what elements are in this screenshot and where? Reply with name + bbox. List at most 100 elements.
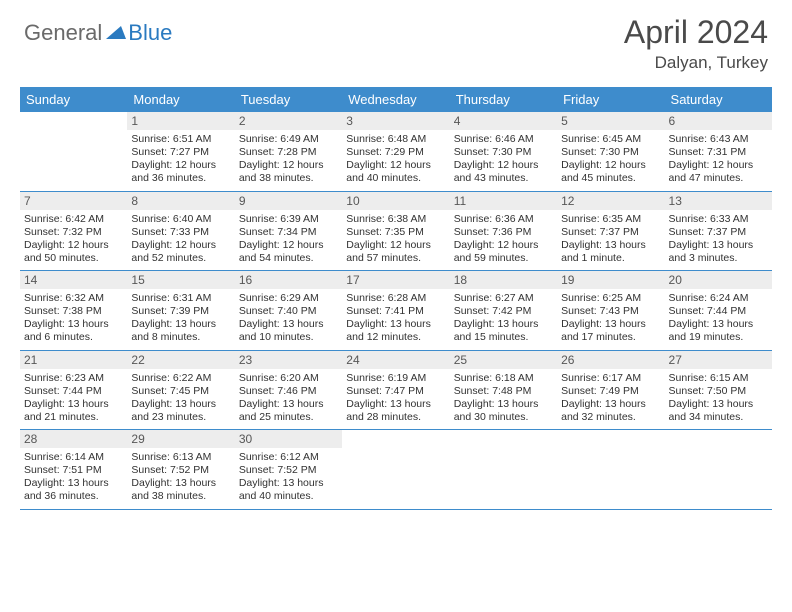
sunrise-text: Sunrise: 6:22 AM (131, 372, 230, 385)
sunrise-text: Sunrise: 6:38 AM (346, 213, 445, 226)
day-info: Sunrise: 6:38 AMSunset: 7:35 PMDaylight:… (346, 213, 445, 266)
day-number (450, 430, 557, 434)
sunrise-text: Sunrise: 6:28 AM (346, 292, 445, 305)
logo: General Blue (24, 14, 172, 46)
day-number: 21 (20, 351, 127, 369)
calendar-cell: 5 Sunrise: 6:45 AMSunset: 7:30 PMDaylight… (557, 112, 664, 191)
daylight-text: Daylight: 12 hours and 59 minutes. (454, 239, 553, 265)
sunrise-text: Sunrise: 6:20 AM (239, 372, 338, 385)
calendar-cell: 7Sunrise: 6:42 AMSunset: 7:32 PMDaylight… (20, 192, 127, 271)
day-info: Sunrise: 6:28 AMSunset: 7:41 PMDaylight:… (346, 292, 445, 345)
title-block: April 2024 Dalyan, Turkey (624, 14, 768, 73)
calendar-cell: 27Sunrise: 6:15 AMSunset: 7:50 PMDayligh… (665, 351, 772, 430)
day-number (20, 112, 127, 116)
weeks-container: 1Sunrise: 6:51 AMSunset: 7:27 PMDaylight… (20, 112, 772, 510)
day-number (557, 430, 664, 434)
calendar-cell: 26 Sunrise: 6:17 AMSunset: 7:49 PMDayligh… (557, 351, 664, 430)
day-number: 3 (342, 112, 449, 130)
day-number: 18 (450, 271, 557, 289)
sunset-text: Sunset: 7:28 PM (239, 146, 338, 159)
sunrise-text: Sunrise: 6:24 AM (669, 292, 768, 305)
sunset-text: Sunset: 7:30 PM (561, 146, 660, 159)
day-number: 1 (127, 112, 234, 130)
sunset-text: Sunset: 7:49 PM (561, 385, 660, 398)
sunset-text: Sunset: 7:37 PM (561, 226, 660, 239)
location-label: Dalyan, Turkey (624, 53, 768, 73)
sunrise-text: Sunrise: 6:23 AM (24, 372, 123, 385)
calendar-cell: 3 Sunrise: 6:48 AMSunset: 7:29 PMDaylight… (342, 112, 449, 191)
logo-part2: Blue (128, 20, 172, 46)
calendar-cell: 30Sunrise: 6:12 AMSunset: 7:52 PMDayligh… (235, 430, 342, 509)
day-info: Sunrise: 6:45 AMSunset: 7:30 PMDaylight:… (561, 133, 660, 186)
calendar-cell: 9Sunrise: 6:39 AMSunset: 7:34 PMDaylight… (235, 192, 342, 271)
calendar-week: 1Sunrise: 6:51 AMSunset: 7:27 PMDaylight… (20, 112, 772, 192)
day-number: 29 (127, 430, 234, 448)
daylight-text: Daylight: 12 hours and 50 minutes. (24, 239, 123, 265)
daylight-text: Daylight: 13 hours and 1 minute. (561, 239, 660, 265)
sunset-text: Sunset: 7:29 PM (346, 146, 445, 159)
sunset-text: Sunset: 7:37 PM (669, 226, 768, 239)
day-info: Sunrise: 6:12 AMSunset: 7:52 PMDaylight:… (239, 451, 338, 504)
month-title: April 2024 (624, 14, 768, 51)
calendar-cell: 28Sunrise: 6:14 AMSunset: 7:51 PMDayligh… (20, 430, 127, 509)
calendar-cell: 25Sunrise: 6:18 AMSunset: 7:48 PMDayligh… (450, 351, 557, 430)
daylight-text: Daylight: 13 hours and 30 minutes. (454, 398, 553, 424)
day-number: 28 (20, 430, 127, 448)
sunset-text: Sunset: 7:45 PM (131, 385, 230, 398)
sunset-text: Sunset: 7:40 PM (239, 305, 338, 318)
sunset-text: Sunset: 7:41 PM (346, 305, 445, 318)
sunset-text: Sunset: 7:44 PM (669, 305, 768, 318)
day-info: Sunrise: 6:13 AMSunset: 7:52 PMDaylight:… (131, 451, 230, 504)
daylight-text: Daylight: 13 hours and 3 minutes. (669, 239, 768, 265)
day-number: 9 (235, 192, 342, 210)
sunrise-text: Sunrise: 6:48 AM (346, 133, 445, 146)
day-info: Sunrise: 6:19 AMSunset: 7:47 PMDaylight:… (346, 372, 445, 425)
day-number: 17 (342, 271, 449, 289)
day-info: Sunrise: 6:40 AMSunset: 7:33 PMDaylight:… (131, 213, 230, 266)
calendar: Sunday Monday Tuesday Wednesday Thursday… (20, 87, 772, 510)
calendar-cell (557, 430, 664, 509)
day-header-cell: Thursday (450, 87, 557, 112)
sunset-text: Sunset: 7:47 PM (346, 385, 445, 398)
sunset-text: Sunset: 7:34 PM (239, 226, 338, 239)
sunrise-text: Sunrise: 6:32 AM (24, 292, 123, 305)
day-info: Sunrise: 6:48 AMSunset: 7:29 PMDaylight:… (346, 133, 445, 186)
calendar-cell: 15Sunrise: 6:31 AMSunset: 7:39 PMDayligh… (127, 271, 234, 350)
calendar-cell: 1Sunrise: 6:51 AMSunset: 7:27 PMDaylight… (127, 112, 234, 191)
day-number: 5 (557, 112, 664, 130)
sunset-text: Sunset: 7:42 PM (454, 305, 553, 318)
sunrise-text: Sunrise: 6:49 AM (239, 133, 338, 146)
daylight-text: Daylight: 13 hours and 6 minutes. (24, 318, 123, 344)
day-info: Sunrise: 6:24 AMSunset: 7:44 PMDaylight:… (669, 292, 768, 345)
daylight-text: Daylight: 13 hours and 34 minutes. (669, 398, 768, 424)
sunset-text: Sunset: 7:33 PM (131, 226, 230, 239)
calendar-cell: 24Sunrise: 6:19 AMSunset: 7:47 PMDayligh… (342, 351, 449, 430)
daylight-text: Daylight: 12 hours and 47 minutes. (669, 159, 768, 185)
day-info: Sunrise: 6:49 AMSunset: 7:28 PMDaylight:… (239, 133, 338, 186)
sunrise-text: Sunrise: 6:15 AM (669, 372, 768, 385)
day-number: 26 (557, 351, 664, 369)
sunset-text: Sunset: 7:32 PM (24, 226, 123, 239)
daylight-text: Daylight: 13 hours and 12 minutes. (346, 318, 445, 344)
daylight-text: Daylight: 12 hours and 38 minutes. (239, 159, 338, 185)
daylight-text: Daylight: 13 hours and 32 minutes. (561, 398, 660, 424)
day-info: Sunrise: 6:29 AMSunset: 7:40 PMDaylight:… (239, 292, 338, 345)
calendar-cell: 16Sunrise: 6:29 AMSunset: 7:40 PMDayligh… (235, 271, 342, 350)
calendar-cell: 22Sunrise: 6:22 AMSunset: 7:45 PMDayligh… (127, 351, 234, 430)
sunset-text: Sunset: 7:51 PM (24, 464, 123, 477)
calendar-cell: 19Sunrise: 6:25 AMSunset: 7:43 PMDayligh… (557, 271, 664, 350)
header: General Blue April 2024 Dalyan, Turkey (0, 0, 792, 81)
calendar-week: 7Sunrise: 6:42 AMSunset: 7:32 PMDaylight… (20, 192, 772, 272)
day-info: Sunrise: 6:32 AMSunset: 7:38 PMDaylight:… (24, 292, 123, 345)
daylight-text: Daylight: 13 hours and 40 minutes. (239, 477, 338, 503)
day-info: Sunrise: 6:27 AMSunset: 7:42 PMDaylight:… (454, 292, 553, 345)
day-info: Sunrise: 6:17 AMSunset: 7:49 PMDaylight:… (561, 372, 660, 425)
day-info: Sunrise: 6:20 AMSunset: 7:46 PMDaylight:… (239, 372, 338, 425)
sunset-text: Sunset: 7:39 PM (131, 305, 230, 318)
daylight-text: Daylight: 12 hours and 57 minutes. (346, 239, 445, 265)
day-header-cell: Sunday (20, 87, 127, 112)
day-number: 23 (235, 351, 342, 369)
sunset-text: Sunset: 7:35 PM (346, 226, 445, 239)
day-info: Sunrise: 6:15 AMSunset: 7:50 PMDaylight:… (669, 372, 768, 425)
calendar-week: 14Sunrise: 6:32 AMSunset: 7:38 PMDayligh… (20, 271, 772, 351)
